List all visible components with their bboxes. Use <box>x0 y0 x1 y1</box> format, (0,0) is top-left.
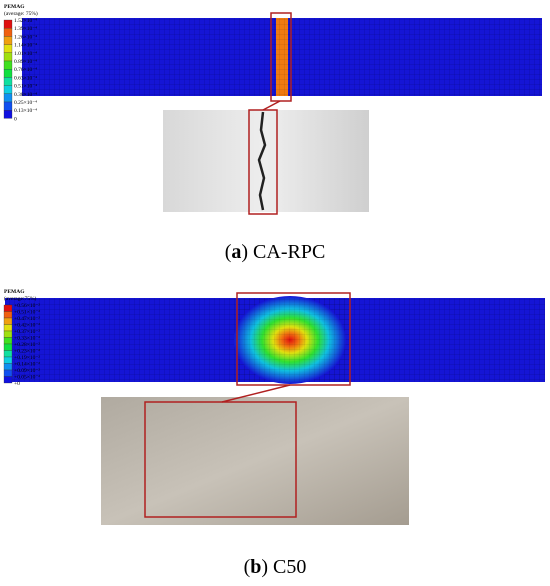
legend-swatch <box>3 19 13 29</box>
legend-swatch <box>3 60 13 70</box>
legend-swatch <box>3 28 13 37</box>
legend-label: 1.39×10⁻⁴ <box>14 26 37 32</box>
legend-label: 0.63×10⁻⁴ <box>14 75 37 81</box>
legend-label: 1.14×10⁻⁴ <box>14 43 37 49</box>
connector <box>221 384 291 403</box>
legend: PEMAG(average:75%)+0.56×10⁻²+0.51×10⁻²+0… <box>3 289 40 387</box>
legend-swatch <box>3 101 13 111</box>
highlight-box <box>270 12 292 102</box>
legend-label: +0.23×10⁻² <box>14 349 40 355</box>
legend-label: +0.51×10⁻² <box>14 310 40 316</box>
legend-swatch <box>3 337 13 345</box>
legend-swatch <box>3 343 13 351</box>
legend-swatch <box>3 369 13 377</box>
legend-swatch <box>3 317 13 325</box>
legend-label: +0.28×10⁻² <box>14 342 40 348</box>
legend-label: 0 <box>14 116 17 122</box>
legend-title: PEMAG <box>4 4 25 10</box>
crack-mesh <box>276 18 288 96</box>
legend-label: +0.09×10⁻² <box>14 368 40 374</box>
highlight-box <box>236 292 351 386</box>
legend-swatch <box>3 311 13 319</box>
caption-part: ) CA-RPC <box>241 241 325 263</box>
legend-swatch <box>3 93 13 103</box>
caption-part: ( <box>225 241 232 263</box>
legend-label: +0.56×10⁻² <box>14 303 40 309</box>
legend-label: 1.26×10⁻⁴ <box>14 34 37 40</box>
legend-label: +0.19×10⁻² <box>14 355 40 361</box>
legend-swatch <box>3 36 13 45</box>
legend-swatch <box>3 363 13 371</box>
legend-swatch <box>3 52 13 62</box>
legend-subtitle: (average: 75%) <box>4 10 38 17</box>
legend-label: 0.76×10⁻⁴ <box>14 67 37 73</box>
legend-label: 1.01×10⁻⁴ <box>14 51 37 57</box>
legend-label: 0.25×10⁻⁴ <box>14 100 37 106</box>
legend-label: 0.38×10⁻⁴ <box>14 92 37 98</box>
legend-swatch <box>3 304 13 312</box>
panel-a: PEMAG(average: 75%)1.52×10⁻⁴ 1.39×10⁻⁴ 1.2… <box>3 4 542 263</box>
legend-label: +0 <box>14 381 20 387</box>
panel-b: PEMAG(average:75%)+0.56×10⁻²+0.51×10⁻²+0… <box>3 289 545 578</box>
legend-swatch <box>3 356 13 364</box>
legend-swatch <box>3 85 13 94</box>
caption-part: ( <box>244 556 251 578</box>
legend-swatch <box>3 330 13 338</box>
crack <box>257 111 267 211</box>
caption: (b) C50 <box>244 556 307 578</box>
contour-mesh <box>237 298 350 382</box>
legend-subtitle: (average:75%) <box>4 295 37 302</box>
legend-title: PEMAG <box>4 289 25 295</box>
legend-label: 1.52×10⁻⁴ <box>14 18 37 24</box>
caption-label: a <box>231 241 241 263</box>
legend-swatch <box>3 376 13 384</box>
legend-swatch <box>3 77 13 86</box>
legend-label: +0.33×10⁻² <box>14 336 40 342</box>
legend-swatch <box>3 69 13 78</box>
highlight-box <box>144 401 297 518</box>
legend-label: +0.14×10⁻² <box>14 362 40 368</box>
legend-swatch <box>3 324 13 332</box>
specimen-photo <box>163 110 369 212</box>
legend-swatch <box>3 110 13 119</box>
legend-swatch <box>3 350 13 358</box>
legend: PEMAG(average: 75%)1.52×10⁻⁴ 1.39×10⁻⁴ 1.2… <box>3 4 38 122</box>
caption-label: b <box>250 556 261 578</box>
caption: (a) CA-RPC <box>225 241 326 263</box>
specimen-photo <box>101 397 409 525</box>
legend-label: +0.05×10⁻² <box>14 375 40 381</box>
legend-label: 0.89×10⁻⁴ <box>14 59 37 65</box>
caption-part: ) C50 <box>261 556 306 578</box>
legend-label: 0.51×10⁻⁴ <box>14 84 37 90</box>
legend-label: +0.37×10⁻² <box>14 329 40 335</box>
legend-label: +0.47×10⁻² <box>14 316 40 322</box>
legend-label: +0.42×10⁻² <box>14 323 40 329</box>
legend-swatch <box>3 44 13 53</box>
legend-label: 0.13×10⁻⁴ <box>14 108 37 114</box>
connector <box>262 100 281 111</box>
